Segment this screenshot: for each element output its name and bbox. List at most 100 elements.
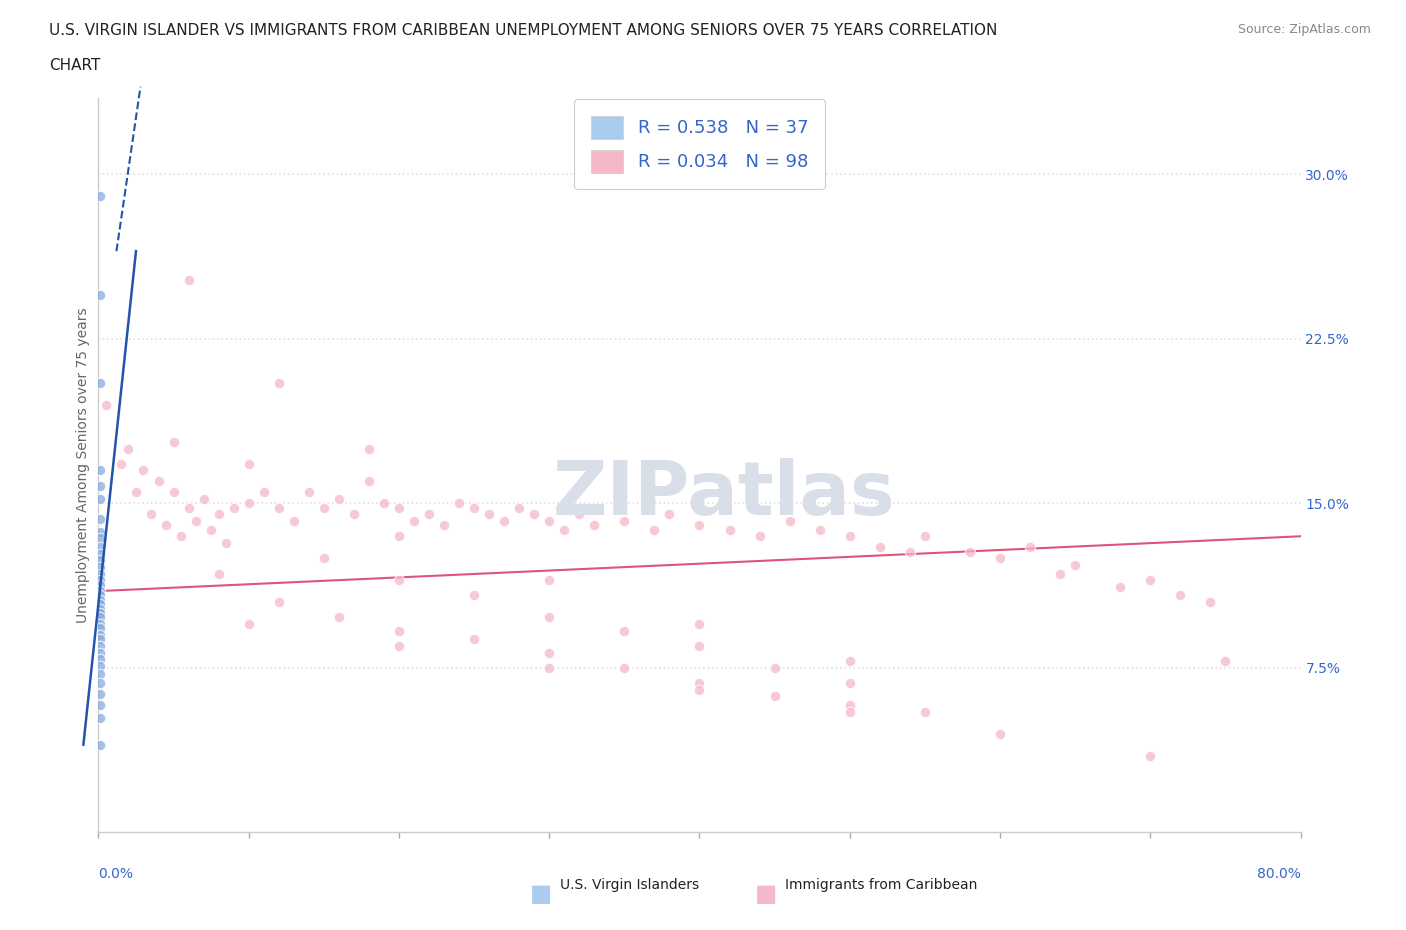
Point xyxy=(688,639,710,654)
Point xyxy=(914,704,936,719)
Text: U.S. Virgin Islanders: U.S. Virgin Islanders xyxy=(560,878,699,892)
Point xyxy=(1215,654,1237,669)
Point xyxy=(838,698,860,712)
Point xyxy=(988,551,1011,565)
Point xyxy=(238,617,260,631)
Point xyxy=(89,658,111,673)
Point xyxy=(914,529,936,544)
Point xyxy=(117,441,139,456)
Point xyxy=(1049,566,1071,581)
Text: ■: ■ xyxy=(530,882,553,906)
Point xyxy=(388,573,411,588)
Point xyxy=(89,645,111,660)
Point xyxy=(718,523,741,538)
Point xyxy=(688,683,710,698)
Point xyxy=(89,597,111,612)
Point xyxy=(869,539,891,554)
Point xyxy=(215,536,238,551)
Point xyxy=(89,652,111,667)
Point xyxy=(988,726,1011,741)
Point xyxy=(613,623,636,638)
Point xyxy=(838,654,860,669)
Point xyxy=(418,507,440,522)
Point xyxy=(89,639,111,654)
Point xyxy=(184,513,207,528)
Point xyxy=(478,507,501,522)
Point xyxy=(463,631,485,646)
Point xyxy=(89,531,111,546)
Y-axis label: Unemployment Among Seniors over 75 years: Unemployment Among Seniors over 75 years xyxy=(76,307,90,623)
Point xyxy=(688,518,710,533)
Point xyxy=(208,566,231,581)
Point xyxy=(222,500,245,515)
Point xyxy=(328,492,350,507)
Point xyxy=(148,474,170,489)
Point xyxy=(170,529,193,544)
Point xyxy=(508,500,530,515)
Point xyxy=(808,523,831,538)
Point xyxy=(89,588,111,603)
Point xyxy=(553,523,575,538)
Point xyxy=(433,518,456,533)
Point xyxy=(89,605,111,620)
Point xyxy=(283,513,305,528)
Point xyxy=(688,617,710,631)
Point xyxy=(132,463,155,478)
Point xyxy=(89,573,111,588)
Point xyxy=(538,645,561,660)
Point xyxy=(177,500,200,515)
Text: Immigrants from Caribbean: Immigrants from Caribbean xyxy=(785,878,977,892)
Point xyxy=(89,628,111,643)
Point xyxy=(89,584,111,599)
Point xyxy=(643,523,665,538)
Point xyxy=(89,553,111,568)
Point xyxy=(89,737,111,752)
Point xyxy=(402,513,425,528)
Point xyxy=(89,539,111,554)
Point xyxy=(763,689,786,704)
Point xyxy=(583,518,606,533)
Point xyxy=(898,544,921,559)
Text: U.S. VIRGIN ISLANDER VS IMMIGRANTS FROM CARIBBEAN UNEMPLOYMENT AMONG SENIORS OVE: U.S. VIRGIN ISLANDER VS IMMIGRANTS FROM … xyxy=(49,23,998,38)
Point xyxy=(162,434,184,449)
Point xyxy=(328,610,350,625)
Point xyxy=(253,485,276,499)
Point xyxy=(267,376,290,391)
Legend: R = 0.538   N = 37, R = 0.034   N = 98: R = 0.538 N = 37, R = 0.034 N = 98 xyxy=(575,100,824,189)
Point xyxy=(89,463,111,478)
Point xyxy=(193,492,215,507)
Point xyxy=(658,507,681,522)
Point xyxy=(89,492,111,507)
Point xyxy=(89,621,111,636)
Point xyxy=(89,287,111,302)
Point xyxy=(89,617,111,631)
Point xyxy=(538,610,561,625)
Point xyxy=(89,512,111,526)
Point xyxy=(177,272,200,287)
Point xyxy=(357,474,380,489)
Text: CHART: CHART xyxy=(49,58,101,73)
Point xyxy=(89,478,111,493)
Point xyxy=(238,496,260,511)
Text: ZIPatlas: ZIPatlas xyxy=(553,458,894,531)
Point xyxy=(89,578,111,592)
Point xyxy=(1109,579,1132,594)
Point xyxy=(89,560,111,575)
Point xyxy=(838,704,860,719)
Point xyxy=(208,507,231,522)
Text: ■: ■ xyxy=(755,882,778,906)
Point xyxy=(959,544,981,559)
Point xyxy=(1139,748,1161,763)
Point xyxy=(838,676,860,691)
Point xyxy=(139,507,162,522)
Point xyxy=(110,457,132,472)
Point xyxy=(200,523,222,538)
Text: 0.0%: 0.0% xyxy=(98,867,134,881)
Point xyxy=(523,507,546,522)
Point xyxy=(89,376,111,391)
Point xyxy=(343,507,366,522)
Point xyxy=(267,500,290,515)
Point xyxy=(763,660,786,675)
Point xyxy=(94,397,117,412)
Point xyxy=(162,485,184,499)
